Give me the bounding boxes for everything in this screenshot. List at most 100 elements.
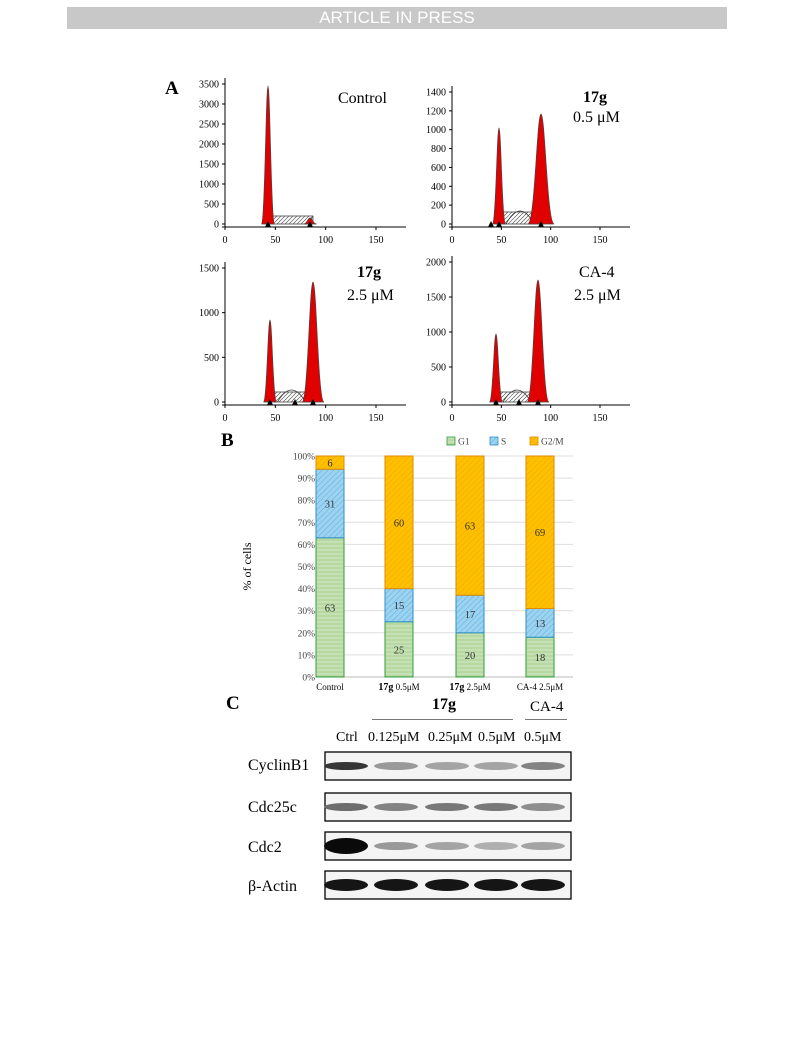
blot-band	[324, 879, 368, 891]
data-label: 15	[394, 601, 405, 612]
legend-label: G2/M	[541, 438, 564, 448]
g1-peak	[263, 319, 277, 403]
panel-a-label: A	[165, 78, 179, 99]
gate-marker	[516, 399, 522, 405]
y-tick-label: 1500	[199, 264, 219, 275]
y-tick-label: 30%	[298, 607, 316, 617]
bar-segment-s	[455, 594, 485, 634]
histogram-3: 1500 1000 500 00 50 100 150 17g 2.5 μM	[199, 262, 406, 424]
bar-segment-g1	[455, 632, 485, 678]
hatch-line	[288, 215, 298, 225]
y-tick-label: 80%	[298, 497, 316, 507]
y-tick-label: 0	[214, 398, 219, 409]
x-tick-label: 100	[318, 235, 333, 246]
y-tick-label: 1200	[426, 106, 446, 117]
hatch-line	[272, 215, 282, 225]
group-line-ca4	[525, 719, 567, 720]
g2m-peak	[527, 113, 555, 225]
x-tick-label: 150	[369, 413, 384, 424]
lane-label-17g-025: 0.25μM	[428, 730, 473, 745]
x-tick-label: 50	[270, 413, 280, 424]
blot-band	[521, 762, 565, 770]
legend-swatch	[446, 436, 456, 446]
data-label: 63	[465, 522, 476, 533]
y-tick-label: 800	[431, 144, 446, 155]
hatch-line	[296, 215, 306, 225]
histogram-concentration: 2.5 μM	[574, 287, 621, 304]
cell-cycle-distribution-chart: 0% 10% 20% 30% 40% 50% 60% 70% 80% 90% 100% % of ce…	[240, 436, 573, 693]
bar-segment-g1	[525, 636, 555, 678]
bar-segment-g2m	[455, 455, 485, 596]
hatch-line	[504, 391, 516, 403]
hatch-line	[286, 391, 298, 403]
gate-marker	[310, 399, 316, 405]
data-label: 31	[325, 500, 336, 511]
y-tick-label: 70%	[298, 519, 316, 529]
y-tick-label: 600	[431, 163, 446, 174]
category-label: CA-4 2.5μM	[517, 682, 563, 692]
hatch-line	[292, 215, 302, 225]
y-tick-label: 200	[431, 201, 446, 212]
data-label: 18	[535, 653, 546, 664]
article-in-press-banner: ARTICLE IN PRESS	[67, 7, 727, 29]
y-tick-label: 0%	[302, 674, 315, 684]
debris-curve	[277, 389, 306, 403]
y-tick-label: 1000	[199, 180, 219, 191]
panel-b-label: B	[221, 430, 234, 451]
blot-band	[474, 879, 518, 891]
histogram-compound: 17g	[583, 89, 607, 106]
category-label: 17g 0.5μM	[378, 682, 419, 693]
group-label-17g: 17g	[432, 696, 456, 713]
histogram-concentration: 2.5 μM	[347, 287, 394, 304]
x-tick-label: 0	[450, 235, 455, 246]
hatch-line	[512, 391, 524, 403]
y-tick-label: 1000	[199, 308, 219, 319]
group-label-ca4: CA-4	[530, 699, 564, 715]
lane-label-ctrl: Ctrl	[336, 730, 358, 745]
hatch-line	[300, 215, 310, 225]
data-label: 20	[465, 651, 476, 662]
panel-c-label: C	[226, 693, 240, 714]
y-tick-label: 2500	[199, 120, 219, 131]
hatch-line	[519, 211, 533, 225]
histogram-title: Control	[338, 90, 387, 107]
data-label: 63	[325, 603, 336, 614]
group-line-17g	[372, 719, 513, 720]
x-tick-label: 100	[318, 413, 333, 424]
blot-band	[374, 762, 418, 770]
x-tick-label: 0	[223, 235, 228, 246]
y-tick-label: 90%	[298, 475, 316, 485]
gate-marker	[496, 221, 502, 227]
lane-label-17g-0125: 0.125μM	[368, 730, 420, 745]
blot-band	[374, 842, 418, 850]
y-tick-label: 10%	[298, 651, 316, 661]
y-tick-label: 3000	[199, 100, 219, 111]
blot-band	[374, 803, 418, 811]
gate-marker	[488, 221, 494, 227]
y-tick-label: 3500	[199, 80, 219, 91]
x-tick-label: 50	[496, 235, 506, 246]
blot-band	[474, 842, 518, 850]
bar-segment-g2m	[384, 455, 414, 590]
blot-band	[474, 803, 518, 811]
blot-band	[521, 803, 565, 811]
y-tick-label: 1500	[426, 293, 446, 304]
g1-peak	[261, 85, 275, 225]
y-tick-label: 20%	[298, 629, 316, 639]
x-tick-label: 0	[450, 413, 455, 424]
y-tick-label: 1000	[426, 328, 446, 339]
row-label-cdc2: Cdc2	[248, 839, 282, 856]
gate-marker	[307, 221, 313, 227]
hatch-line	[294, 391, 306, 403]
data-label: 69	[535, 528, 546, 539]
histogram-4: 2000 1500 1000 500 00 50 100 150 CA-4 2.5 μM	[426, 256, 630, 424]
histogram-concentration: 0.5 μM	[573, 109, 620, 126]
blot-band	[324, 838, 368, 854]
bar-segment-g2m	[315, 455, 345, 470]
g1-peak	[492, 127, 506, 225]
x-tick-label: 150	[369, 235, 384, 246]
hatch-line	[278, 391, 290, 403]
x-tick-label: 50	[270, 235, 280, 246]
legend-swatch	[489, 436, 499, 446]
y-tick-label: 0	[441, 398, 446, 409]
